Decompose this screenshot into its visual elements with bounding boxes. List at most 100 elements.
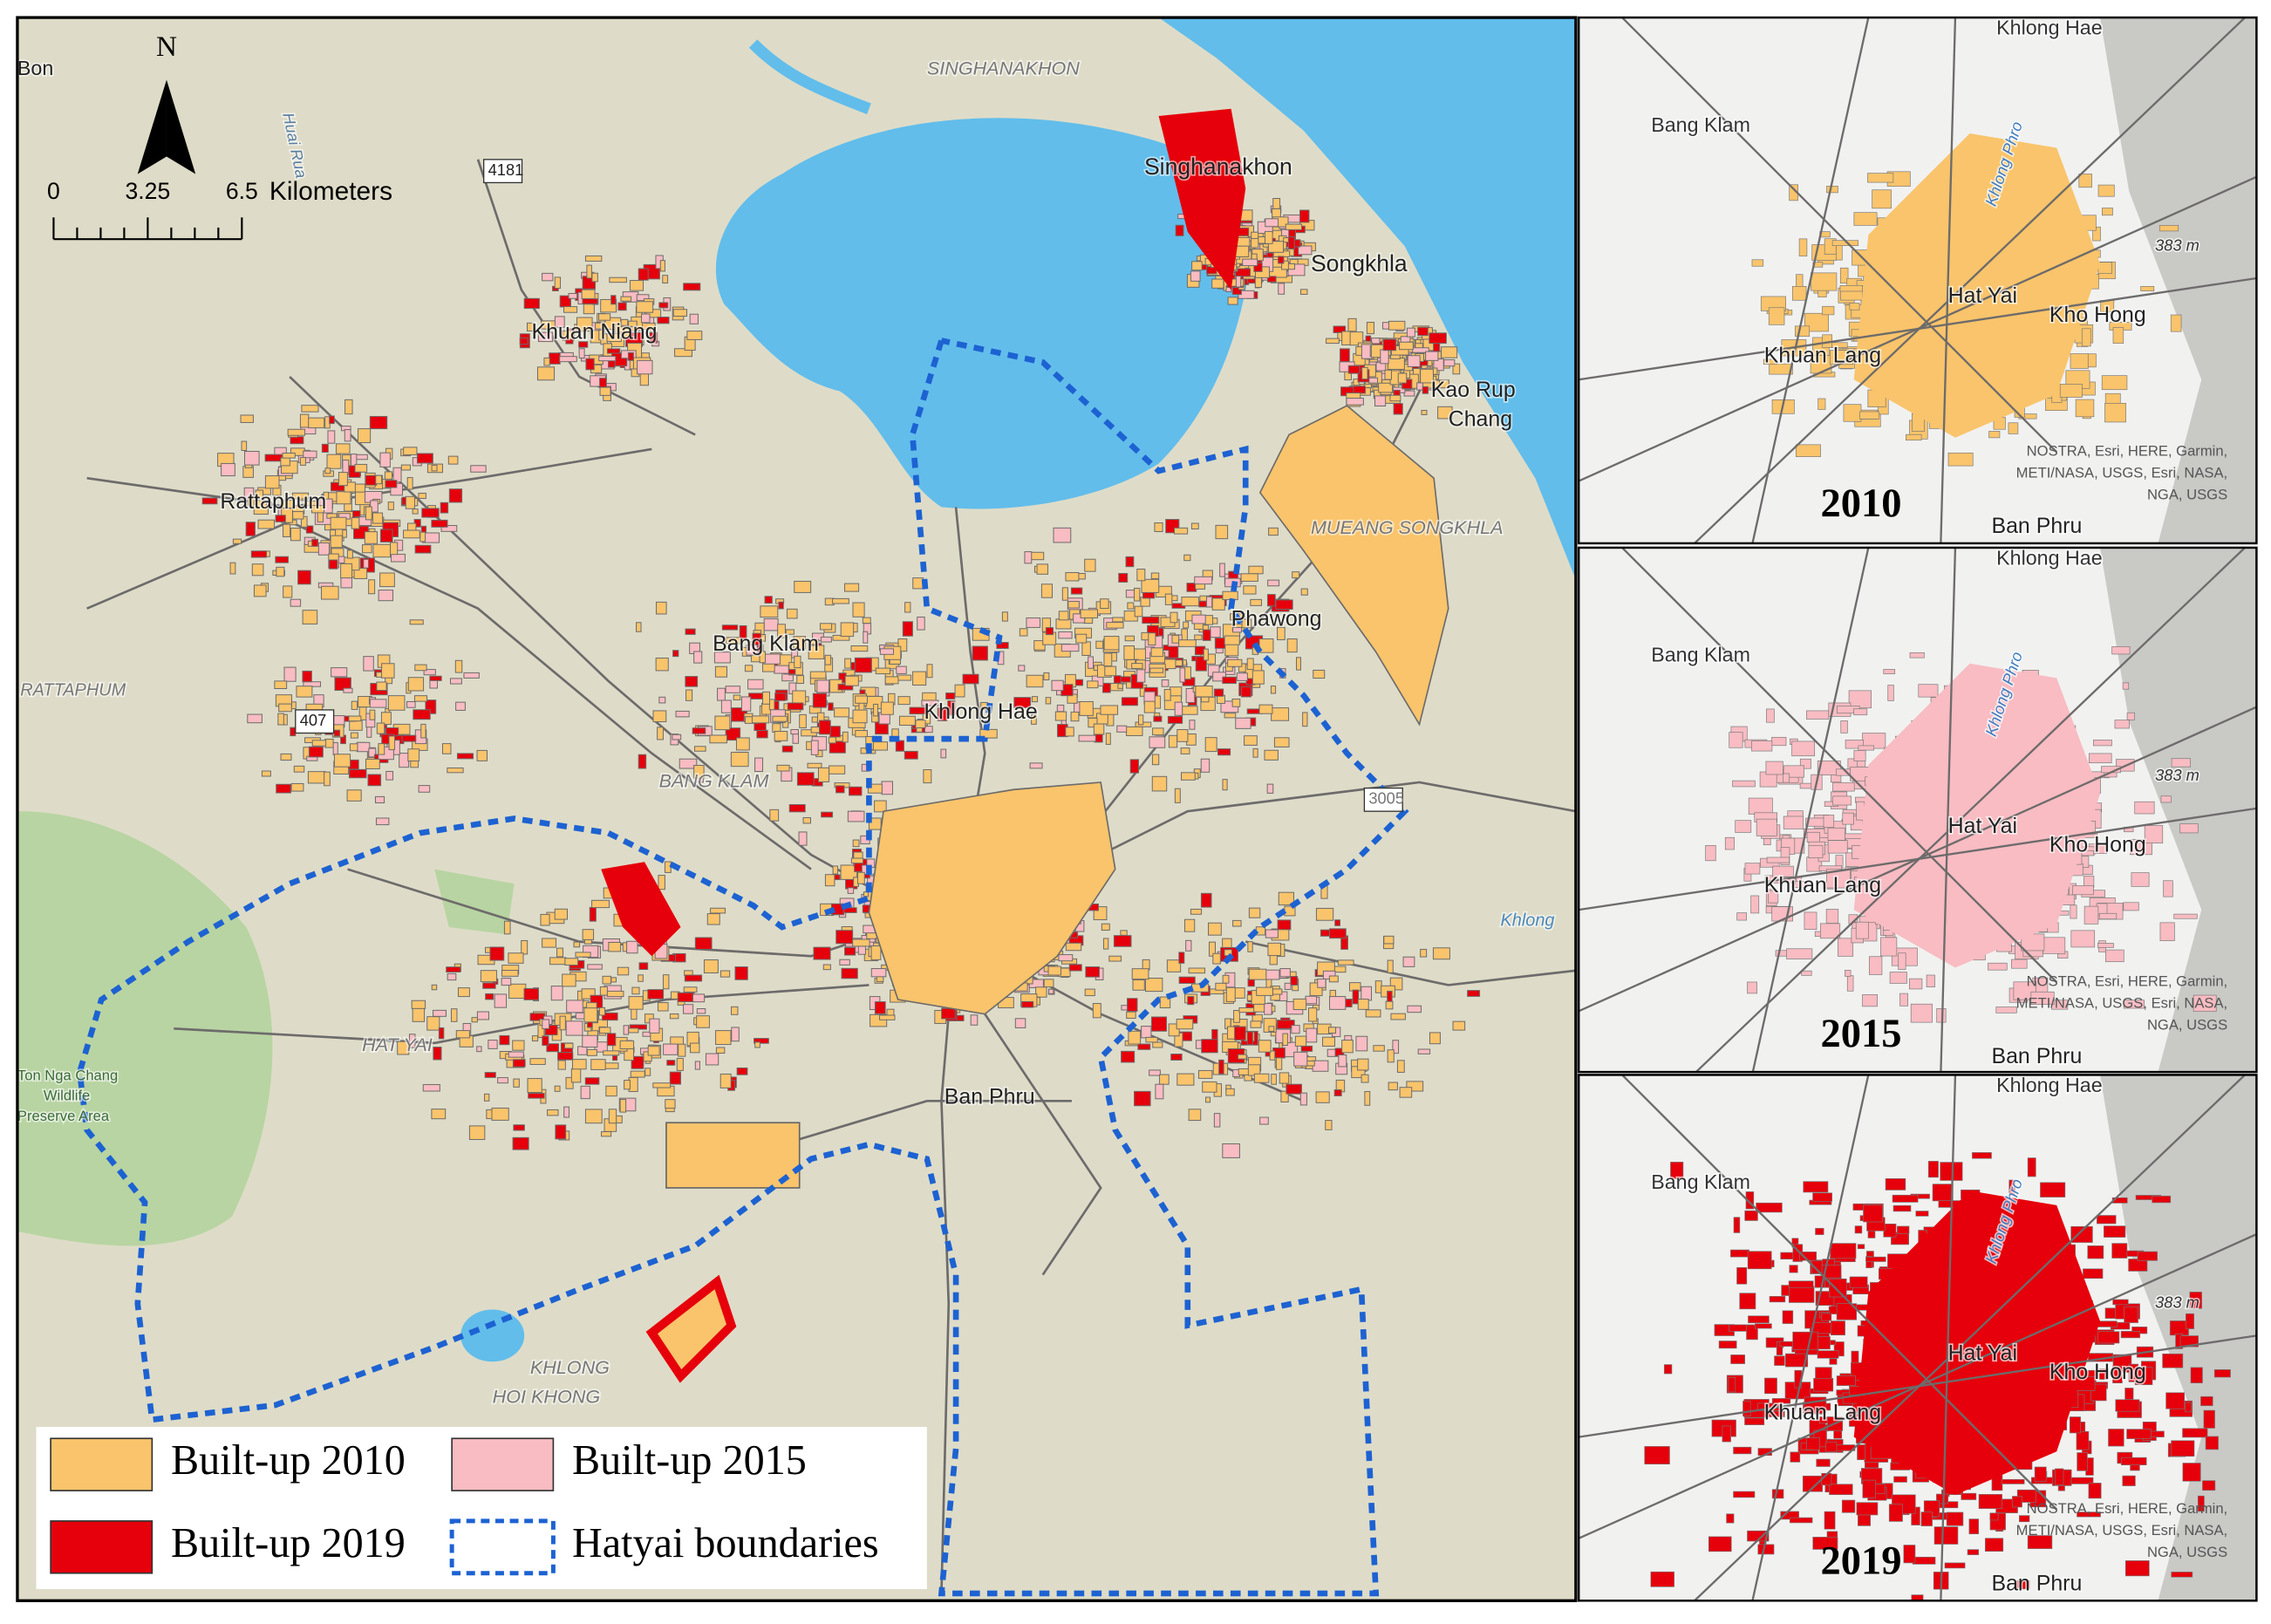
built-up-patch (1259, 1116, 1269, 1125)
inset-built-up (2089, 753, 2112, 764)
built-up-patch (554, 316, 565, 328)
built-up-patch (645, 309, 662, 318)
built-up-patch (1043, 672, 1050, 681)
legend-swatch (50, 1437, 153, 1491)
inset-built-up (1845, 970, 1852, 977)
built-up-patch (1120, 930, 1128, 936)
built-up-patch (344, 481, 356, 493)
inset-built-up (2104, 403, 2126, 423)
built-up-block (665, 1122, 801, 1189)
built-up-patch (1113, 935, 1132, 947)
built-up-patch (1067, 601, 1080, 609)
built-up-patch (638, 974, 644, 982)
built-up-patch (1128, 1030, 1142, 1045)
built-up-patch (564, 958, 579, 966)
built-up-patch (455, 701, 466, 711)
built-up-patch (422, 1084, 440, 1092)
built-up-patch (1197, 1069, 1213, 1079)
built-up-patch (584, 255, 603, 262)
inset-built-up (1883, 669, 1896, 674)
built-up-patch (664, 861, 672, 873)
inset-built-up (1927, 1161, 1939, 1178)
built-up-patch (559, 356, 577, 363)
built-up-patch (557, 1060, 566, 1070)
inset-built-up (2111, 1243, 2128, 1259)
built-up-patch (1258, 1040, 1272, 1053)
built-up-patch (807, 762, 822, 768)
built-up-patch (1277, 626, 1286, 641)
built-up-patch (1142, 616, 1160, 624)
built-up-patch (1380, 349, 1389, 365)
built-up-patch (1065, 942, 1082, 952)
built-up-patch (1047, 966, 1061, 976)
place-label: Wildlife (44, 1088, 90, 1104)
legend-label: Built-up 2010 (171, 1437, 406, 1484)
built-up-patch (351, 700, 358, 710)
inset-built-up (1782, 1310, 1794, 1324)
built-up-patch (1235, 268, 1251, 277)
inset-built-up (1750, 895, 1760, 914)
built-up-patch (1031, 696, 1039, 703)
built-up-patch (719, 1073, 732, 1088)
built-up-patch (353, 568, 368, 579)
built-up-patch (1258, 704, 1273, 714)
built-up-patch (340, 563, 353, 579)
built-up-patch (251, 563, 264, 577)
built-up-patch (299, 456, 306, 466)
built-up-patch (1141, 1026, 1152, 1039)
built-up-patch (1251, 237, 1259, 249)
built-up-patch (649, 1018, 660, 1034)
built-up-patch (873, 703, 879, 717)
built-up-patch (658, 875, 665, 890)
built-up-patch (1103, 652, 1113, 667)
place-label: Phawong (1231, 607, 1322, 631)
built-up-patch (1402, 956, 1415, 967)
inset-built-up (2112, 327, 2124, 344)
built-up-patch (556, 947, 564, 958)
built-up-patch (619, 1040, 635, 1050)
built-up-patch (725, 727, 741, 741)
built-up-patch (463, 672, 480, 679)
built-up-patch (587, 964, 603, 970)
inset-built-up (2213, 1369, 2231, 1378)
built-up-patch (385, 771, 394, 781)
built-up-patch (1385, 1000, 1394, 1010)
built-up-patch (1246, 1031, 1253, 1046)
inset-road (1751, 17, 1870, 543)
built-up-patch (431, 464, 438, 472)
inset-built-up (1736, 912, 1747, 921)
inset-built-up (1892, 1194, 1919, 1203)
built-up-patch (277, 713, 284, 726)
built-up-patch (1215, 524, 1229, 540)
built-up-patch (1194, 576, 1213, 585)
inset-built-up (2008, 422, 2019, 434)
inset-built-up (2070, 1225, 2093, 1243)
inset-built-up (1889, 972, 1907, 984)
built-up-patch (344, 399, 353, 415)
built-up-patch (470, 465, 487, 473)
built-up-patch (802, 816, 811, 824)
built-up-patch (1131, 968, 1149, 980)
built-up-patch (1159, 996, 1171, 1009)
built-up-patch (1121, 697, 1138, 706)
built-up-patch (897, 696, 910, 706)
built-up-patch (397, 1041, 410, 1055)
built-up-patch (1053, 527, 1072, 543)
built-up-patch (1045, 627, 1054, 636)
built-up-patch (636, 301, 654, 313)
built-up-patch (1093, 723, 1105, 735)
inset-built-up (2124, 1306, 2138, 1323)
inset-built-up (2043, 937, 2066, 954)
built-up-patch (454, 659, 463, 673)
inset-built-up (1825, 909, 1839, 924)
built-up-patch (425, 699, 437, 714)
built-up-patch (1452, 1020, 1466, 1031)
built-up-patch (1161, 679, 1170, 687)
built-up-patch (480, 970, 497, 983)
inset-built-up (1967, 1549, 1980, 1555)
built-up-patch (1205, 1096, 1211, 1103)
built-up-patch (776, 764, 790, 772)
built-up-patch (1417, 326, 1429, 337)
inset-road (1621, 17, 2058, 454)
built-up-patch (501, 970, 519, 977)
